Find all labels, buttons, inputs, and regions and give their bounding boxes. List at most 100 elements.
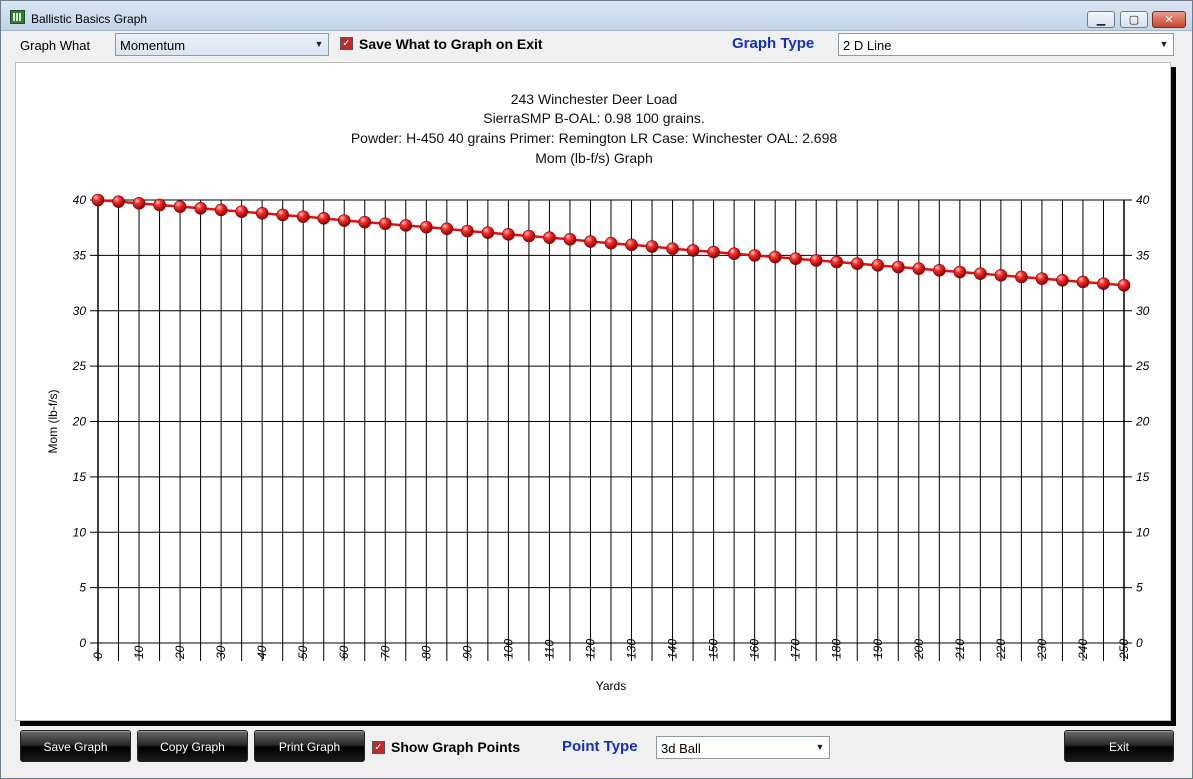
print-graph-button[interactable]: Print Graph — [254, 730, 365, 762]
show-points-checkbox[interactable]: ✓ — [372, 741, 385, 754]
x-tick-label: 120 — [583, 639, 597, 659]
x-tick-label: 200 — [912, 639, 926, 660]
graph-what-select[interactable]: Momentum ▼ — [115, 33, 329, 56]
save-on-exit-label: Save What to Graph on Exit — [359, 36, 543, 52]
y-tick-label-right: 35 — [1136, 248, 1150, 262]
data-point — [666, 242, 679, 256]
x-tick-label: 130 — [625, 639, 639, 659]
x-tick-label: 50 — [296, 645, 310, 659]
title-bar[interactable]: Ballistic Basics Graph ▁ ▢ ✕ — [1, 1, 1192, 31]
y-tick-label-left: 35 — [73, 248, 87, 262]
data-point — [337, 214, 351, 227]
data-point — [1076, 275, 1090, 289]
show-points-label: Show Graph Points — [391, 739, 521, 755]
data-point — [112, 195, 125, 208]
data-point — [686, 244, 700, 257]
x-tick-label: 170 — [789, 639, 803, 659]
data-point — [563, 233, 577, 246]
x-tick-label: 110 — [542, 640, 556, 659]
minimize-button[interactable]: ▁ — [1087, 11, 1115, 28]
x-tick-label: 40 — [255, 645, 269, 659]
chart-grid — [90, 199, 1132, 661]
y-tick-label-left: 10 — [73, 525, 87, 539]
window-title: Ballistic Basics Graph — [31, 12, 148, 26]
data-point — [276, 208, 289, 222]
data-point — [707, 245, 720, 259]
data-point — [358, 215, 372, 229]
x-tick-label: 20 — [173, 645, 187, 660]
data-point — [502, 228, 515, 241]
data-point — [399, 219, 413, 232]
data-point — [1015, 270, 1028, 284]
x-tick-label: 160 — [748, 639, 762, 659]
save-graph-button[interactable]: Save Graph — [20, 730, 131, 762]
y-tick-label-right: 30 — [1136, 304, 1150, 318]
x-tick-label: 150 — [707, 639, 721, 659]
point-type-select[interactable]: 3d Ball ▼ — [656, 736, 830, 759]
data-point — [768, 250, 782, 264]
data-point — [933, 264, 946, 277]
checkmark-icon: ✓ — [342, 38, 351, 49]
data-point — [891, 260, 905, 274]
x-axis-title: Yards — [596, 679, 626, 693]
chart-title-line-4: Mom (lb-f/s) Graph — [535, 150, 653, 166]
data-point — [214, 203, 228, 217]
x-tick-label: 90 — [460, 645, 474, 659]
chevron-down-icon: ▼ — [815, 742, 825, 752]
data-point — [1117, 278, 1131, 292]
data-point — [91, 193, 105, 207]
x-tick-label: 80 — [419, 645, 433, 659]
data-point — [1035, 272, 1049, 285]
data-point — [604, 236, 618, 250]
y-tick-label-left: 30 — [73, 304, 87, 318]
data-point — [153, 198, 166, 212]
data-point — [194, 202, 207, 215]
data-point — [235, 205, 248, 218]
graph-panel: 243 Winchester Deer Load SierraSMP B-OAL… — [15, 62, 1171, 721]
data-point — [871, 259, 885, 272]
chart-series — [91, 193, 1131, 292]
data-point — [809, 254, 823, 267]
chevron-down-icon: ▼ — [314, 39, 324, 49]
data-point — [173, 200, 187, 213]
data-point — [953, 265, 967, 279]
y-tick-label-right: 10 — [1136, 525, 1150, 539]
x-tick-label: 240 — [1076, 639, 1090, 660]
x-tick-label: 140 — [666, 639, 680, 659]
data-point — [420, 220, 433, 234]
x-tick-label: 30 — [214, 645, 228, 659]
save-on-exit-checkbox[interactable]: ✓ — [340, 37, 353, 50]
y-tick-label-left: 15 — [73, 470, 87, 484]
graph-type-label: Graph Type — [732, 35, 815, 52]
point-type-label: Point Type — [562, 738, 638, 755]
x-tick-label: 220 — [994, 639, 1008, 660]
close-button[interactable]: ✕ — [1152, 11, 1186, 28]
data-point — [317, 211, 331, 225]
data-point — [974, 267, 987, 280]
copy-graph-button[interactable]: Copy Graph — [137, 730, 248, 762]
data-point — [994, 269, 1008, 282]
data-point — [584, 235, 597, 248]
data-point — [440, 222, 454, 236]
data-point — [789, 252, 802, 265]
data-point — [255, 206, 269, 220]
graph-what-value: Momentum — [120, 38, 186, 53]
data-point — [748, 249, 761, 262]
data-point — [645, 240, 659, 253]
x-tick-label: 0 — [91, 652, 105, 659]
y-tick-label-right: 0 — [1136, 636, 1143, 650]
chart-title-line-1: 243 Winchester Deer Load — [510, 91, 678, 107]
x-tick-label: 180 — [830, 639, 844, 659]
y-tick-label-right: 5 — [1136, 581, 1143, 595]
y-tick-label-right: 20 — [1135, 415, 1150, 429]
graph-what-label: Graph What — [20, 38, 91, 53]
data-point — [132, 197, 146, 210]
data-point — [912, 262, 926, 275]
graph-type-select[interactable]: 2 D Line ▼ — [838, 33, 1174, 56]
maximize-button[interactable]: ▢ — [1120, 11, 1148, 28]
x-tick-label: 210 — [953, 639, 967, 660]
x-tick-label: 60 — [337, 645, 351, 659]
exit-button[interactable]: Exit — [1064, 730, 1174, 762]
